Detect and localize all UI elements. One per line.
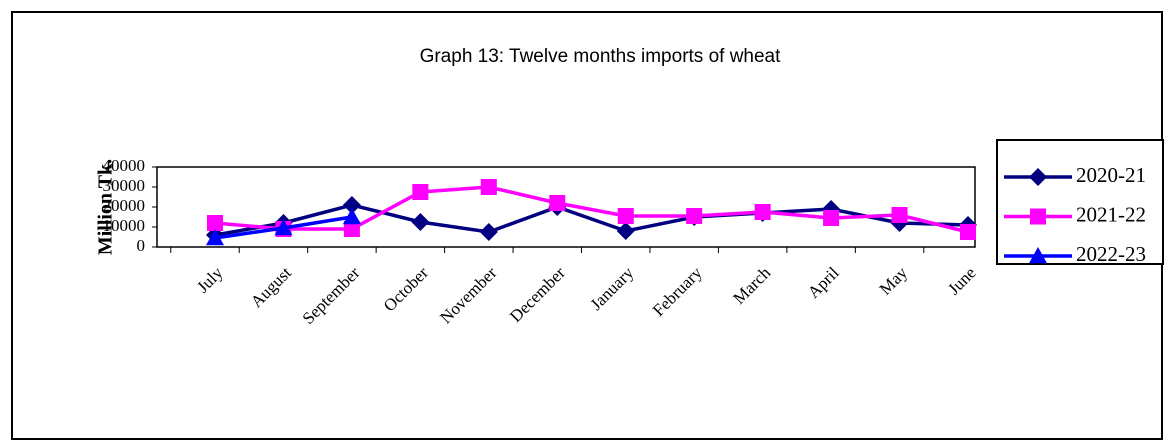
legend-marker <box>1030 208 1046 225</box>
chart-border <box>11 11 1163 440</box>
y-axis-label: Million Tk. <box>95 159 117 255</box>
point <box>617 208 634 224</box>
point <box>823 210 840 226</box>
legend-label: 2020-21 <box>1076 163 1146 187</box>
legend-label: 2021-22 <box>1076 202 1146 226</box>
legend-label: 2022-23 <box>1076 242 1146 266</box>
legend-marker <box>1029 247 1047 264</box>
y-tick-label: 10000 <box>103 216 146 235</box>
y-tick-label: 20000 <box>103 196 146 215</box>
y-tick-label: 40000 <box>103 156 146 175</box>
legend-marker <box>1029 168 1047 186</box>
point <box>616 222 635 240</box>
point <box>343 221 360 237</box>
point <box>479 223 498 241</box>
point <box>686 208 703 224</box>
point <box>206 229 224 246</box>
point <box>960 224 976 240</box>
point <box>274 219 293 236</box>
point <box>342 208 361 225</box>
chart-title: Graph 13: Twelve months imports of wheat <box>420 46 782 67</box>
legend <box>996 139 1164 265</box>
point <box>412 184 429 200</box>
series-line <box>214 185 969 234</box>
y-tick-label: 30000 <box>103 176 146 195</box>
series-line <box>214 203 969 237</box>
point <box>342 196 361 214</box>
point <box>549 195 566 211</box>
point <box>207 215 223 231</box>
point <box>480 179 497 195</box>
point <box>411 213 430 231</box>
y-tick-label: 0 <box>137 236 146 255</box>
point <box>891 207 908 223</box>
point <box>754 204 771 220</box>
